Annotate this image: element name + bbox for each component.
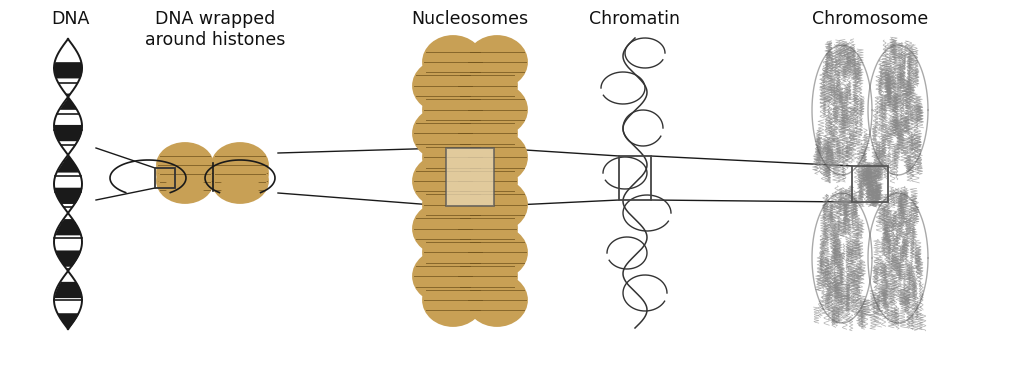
- Text: Nucleosomes: Nucleosomes: [412, 10, 528, 28]
- Ellipse shape: [457, 155, 517, 207]
- Text: DNA: DNA: [51, 10, 89, 28]
- Ellipse shape: [413, 203, 473, 255]
- Ellipse shape: [467, 274, 527, 326]
- Ellipse shape: [212, 143, 268, 187]
- Ellipse shape: [423, 274, 483, 326]
- Ellipse shape: [413, 107, 473, 159]
- Ellipse shape: [423, 226, 483, 279]
- Ellipse shape: [423, 131, 483, 183]
- Ellipse shape: [457, 203, 517, 255]
- Ellipse shape: [467, 131, 527, 183]
- Ellipse shape: [467, 84, 527, 135]
- Ellipse shape: [157, 159, 213, 203]
- Bar: [155, 168, 175, 188]
- Ellipse shape: [212, 159, 268, 203]
- Ellipse shape: [413, 250, 473, 302]
- Ellipse shape: [212, 151, 268, 195]
- Ellipse shape: [157, 143, 213, 187]
- Bar: [618, 156, 651, 200]
- Text: DNA wrapped
around histones: DNA wrapped around histones: [144, 10, 286, 49]
- Text: Chromatin: Chromatin: [590, 10, 681, 28]
- Ellipse shape: [157, 151, 213, 195]
- Ellipse shape: [467, 179, 527, 231]
- Bar: [852, 166, 888, 202]
- Text: Chromosome: Chromosome: [812, 10, 928, 28]
- Ellipse shape: [423, 179, 483, 231]
- Ellipse shape: [467, 36, 527, 88]
- Ellipse shape: [467, 226, 527, 279]
- Ellipse shape: [423, 84, 483, 135]
- Ellipse shape: [457, 60, 517, 112]
- Bar: [446, 148, 494, 206]
- Ellipse shape: [413, 155, 473, 207]
- Ellipse shape: [413, 60, 473, 112]
- Ellipse shape: [423, 36, 483, 88]
- Ellipse shape: [457, 107, 517, 159]
- Ellipse shape: [457, 250, 517, 302]
